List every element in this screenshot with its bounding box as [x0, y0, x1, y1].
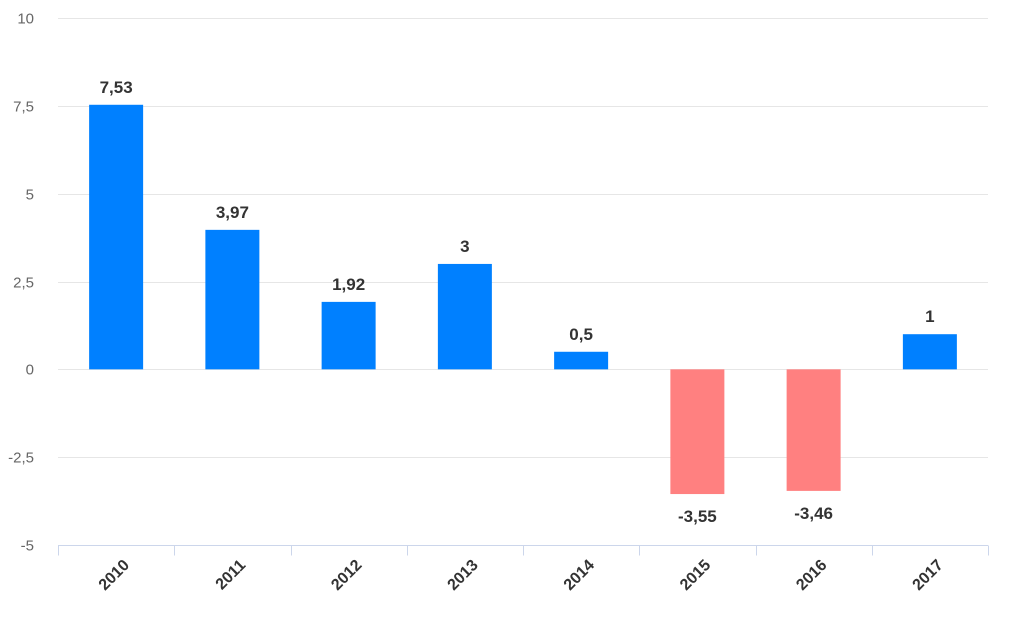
data-label: 3 [460, 237, 469, 256]
y-axis-tick-labels: -5 -2,5 0 2,5 5 7,5 10 [8, 11, 34, 555]
x-tick-label: 2012 [328, 557, 365, 594]
data-label: 3,97 [216, 203, 249, 222]
x-tick-label: 2017 [910, 557, 947, 594]
bar [786, 369, 841, 491]
bar [902, 334, 957, 370]
data-label: 1 [925, 307, 934, 326]
data-label: -3,46 [794, 504, 833, 523]
gridlines [58, 18, 988, 458]
bar [670, 369, 725, 495]
data-label: 0,5 [569, 325, 593, 344]
y-tick-label: 2,5 [13, 275, 34, 292]
y-tick-label: -5 [21, 538, 34, 555]
bars [89, 104, 957, 495]
x-tick-label: 2016 [793, 557, 830, 594]
y-tick-label: 0 [26, 362, 34, 379]
data-labels: 7,53 3,97 1,92 3 0,5 -3,55 -3,46 1 [100, 78, 935, 526]
data-label: 1,92 [332, 275, 365, 294]
x-tick-label: 2011 [213, 557, 250, 594]
data-label: 7,53 [100, 78, 133, 97]
x-tick-label: 2015 [677, 557, 714, 594]
bar [321, 301, 376, 370]
x-tick-label: 2014 [561, 557, 598, 594]
x-tick-label: 2013 [445, 557, 482, 594]
x-tick-label: 2010 [96, 557, 133, 594]
bar [205, 229, 260, 370]
x-axis: 2010 2011 2012 2013 2014 2015 2016 2017 [58, 545, 989, 594]
bar [89, 104, 144, 370]
y-tick-label: 7,5 [13, 99, 34, 116]
data-label: -3,55 [678, 507, 717, 526]
bar [437, 263, 492, 370]
bar [554, 351, 609, 370]
y-tick-label: -2,5 [8, 450, 34, 467]
y-tick-label: 5 [26, 187, 34, 204]
y-tick-label: 10 [17, 11, 34, 28]
